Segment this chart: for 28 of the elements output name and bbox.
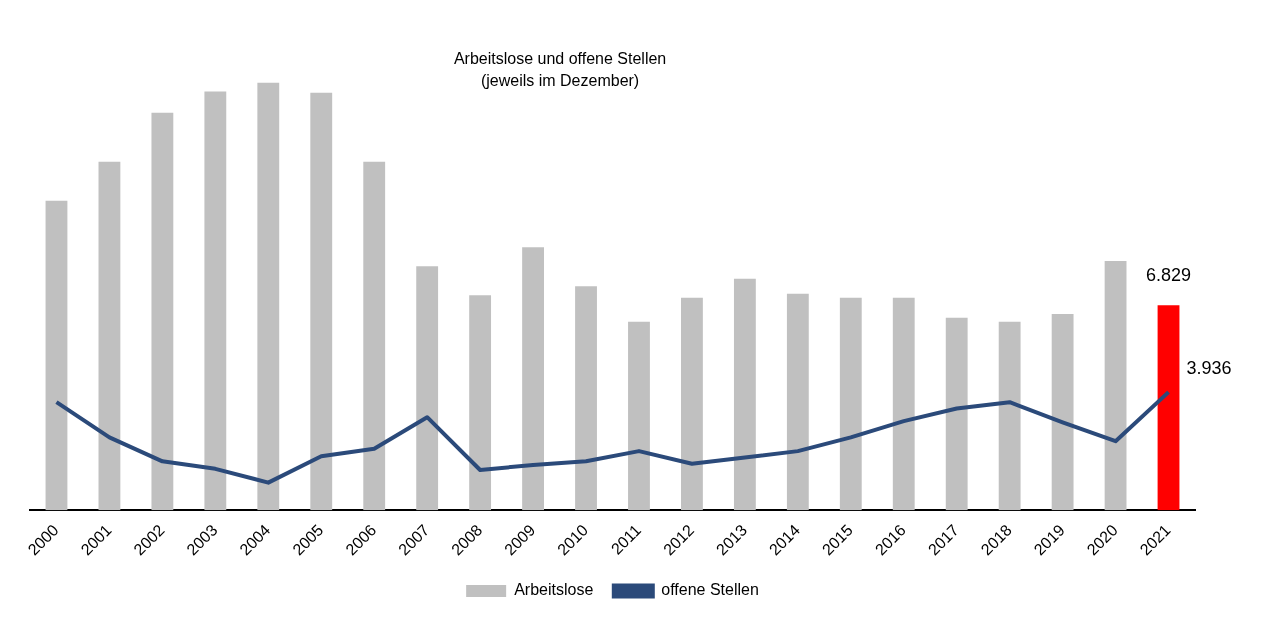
bar [416, 266, 439, 511]
bar [257, 82, 280, 511]
data-label: 3.936 [1186, 358, 1232, 379]
bar [786, 293, 809, 511]
bar [628, 321, 650, 511]
bar [363, 161, 386, 511]
bar [1157, 305, 1180, 511]
bar [151, 112, 174, 511]
chart-subtitle: (jeweils im Dezember) [480, 72, 640, 90]
bar [1051, 313, 1074, 511]
bar [98, 161, 121, 511]
bar [204, 91, 227, 511]
bar [522, 247, 544, 511]
bar [1104, 261, 1127, 511]
bar [310, 92, 333, 511]
bar [945, 317, 968, 511]
data-label: 6.829 [1146, 265, 1192, 286]
legend-label: Arbeitslose [514, 581, 594, 599]
bar [469, 295, 492, 511]
bar [839, 297, 862, 511]
chart-title: Arbeitslose und offene Stellen [453, 50, 667, 68]
bar [998, 321, 1021, 511]
bar [575, 286, 597, 511]
bar [681, 297, 703, 511]
bar [733, 278, 756, 511]
bar [45, 200, 68, 511]
bar [892, 297, 915, 511]
legend-label: offene Stellen [661, 581, 759, 599]
